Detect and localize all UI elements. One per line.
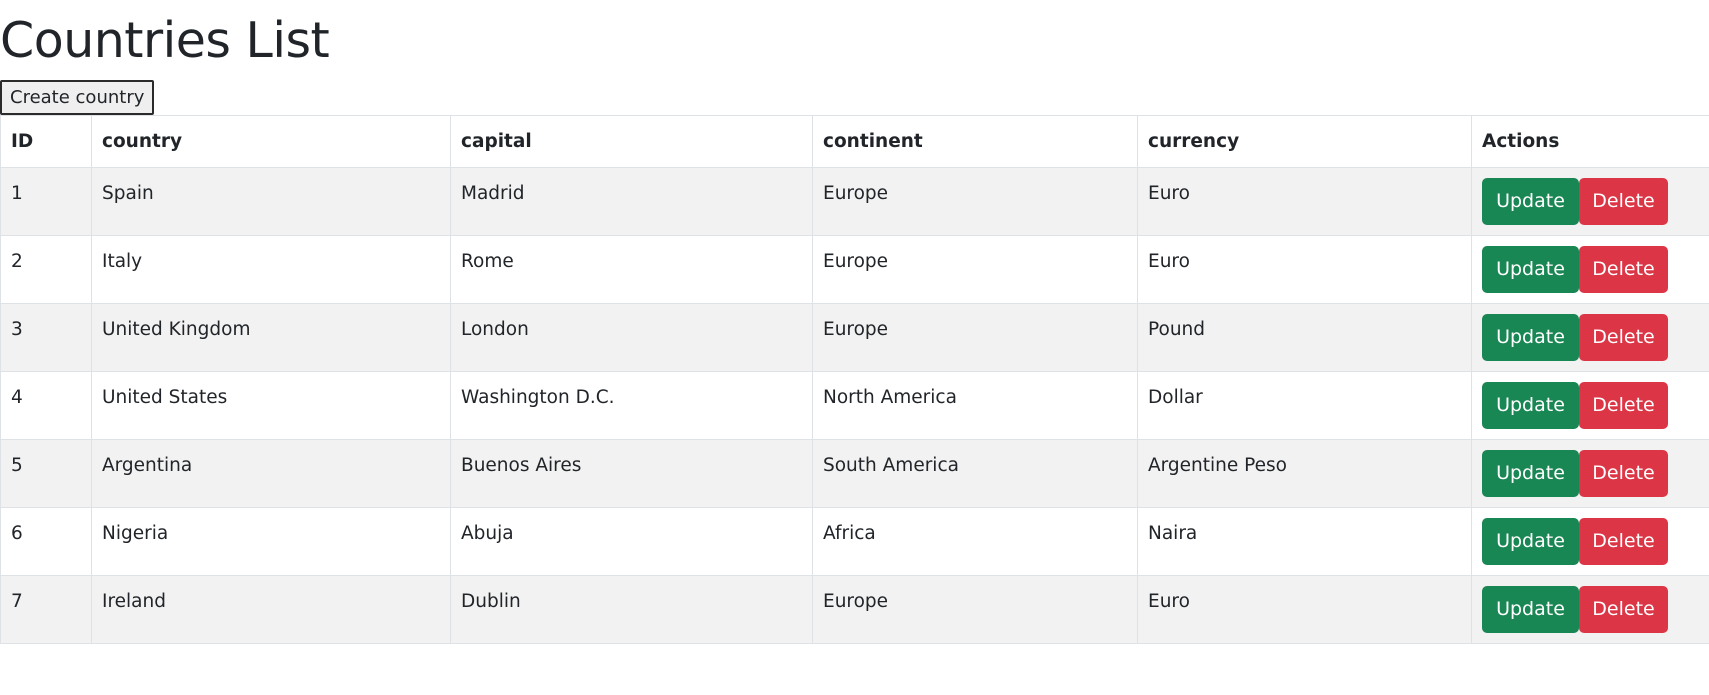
table-row: 7 Ireland Dublin Europe Euro Update Delet… (0, 575, 1709, 644)
cell-country: United States (91, 371, 451, 440)
cell-currency: Euro (1137, 167, 1472, 236)
cell-continent: Europe (812, 303, 1138, 372)
cell-capital: Madrid (450, 167, 813, 236)
update-button[interactable]: Update (1482, 246, 1579, 293)
update-button[interactable]: Update (1482, 518, 1579, 565)
cell-country: Argentina (91, 439, 451, 508)
update-button[interactable]: Update (1482, 450, 1579, 497)
cell-country: Italy (91, 235, 451, 304)
cell-country: Nigeria (91, 507, 451, 576)
cell-currency: Euro (1137, 235, 1472, 304)
table-row: 5 Argentina Buenos Aires South America A… (0, 439, 1709, 508)
cell-continent: South America (812, 439, 1138, 508)
cell-actions: Update Delete (1471, 303, 1709, 372)
table-body: 1 Spain Madrid Europe Euro Update Delete … (0, 167, 1709, 644)
cell-continent: Europe (812, 235, 1138, 304)
cell-capital: Washington D.C. (450, 371, 813, 440)
countries-table: ID country capital continent currency Ac… (0, 115, 1709, 644)
delete-button[interactable]: Delete (1579, 314, 1668, 361)
header-actions: Actions (1471, 115, 1709, 168)
cell-capital: Abuja (450, 507, 813, 576)
table-row: 3 United Kingdom London Europe Pound Upd… (0, 303, 1709, 372)
cell-currency: Argentine Peso (1137, 439, 1472, 508)
header-capital: capital (450, 115, 813, 168)
page-title: Countries List (0, 12, 330, 69)
table-header-row: ID country capital continent currency Ac… (0, 115, 1709, 168)
delete-button[interactable]: Delete (1579, 586, 1668, 633)
table-row: 4 United States Washington D.C. North Am… (0, 371, 1709, 440)
cell-id: 4 (0, 371, 92, 440)
table-header: ID country capital continent currency Ac… (0, 115, 1709, 168)
update-button[interactable]: Update (1482, 586, 1579, 633)
cell-currency: Dollar (1137, 371, 1472, 440)
update-button[interactable]: Update (1482, 382, 1579, 429)
delete-button[interactable]: Delete (1579, 178, 1668, 225)
cell-id: 2 (0, 235, 92, 304)
header-currency: currency (1137, 115, 1472, 168)
cell-id: 7 (0, 575, 92, 644)
update-button[interactable]: Update (1482, 314, 1579, 361)
cell-id: 3 (0, 303, 92, 372)
cell-actions: Update Delete (1471, 371, 1709, 440)
cell-id: 5 (0, 439, 92, 508)
update-button[interactable]: Update (1482, 178, 1579, 225)
cell-actions: Update Delete (1471, 235, 1709, 304)
header-country: country (91, 115, 451, 168)
cell-actions: Update Delete (1471, 507, 1709, 576)
cell-continent: North America (812, 371, 1138, 440)
cell-continent: Europe (812, 575, 1138, 644)
cell-capital: London (450, 303, 813, 372)
cell-continent: Africa (812, 507, 1138, 576)
cell-actions: Update Delete (1471, 439, 1709, 508)
cell-capital: Rome (450, 235, 813, 304)
cell-currency: Naira (1137, 507, 1472, 576)
delete-button[interactable]: Delete (1579, 382, 1668, 429)
create-country-button[interactable]: Create country (0, 80, 155, 115)
cell-country: Ireland (91, 575, 451, 644)
cell-capital: Dublin (450, 575, 813, 644)
table-row: 6 Nigeria Abuja Africa Naira Update Delet… (0, 507, 1709, 576)
cell-country: Spain (91, 167, 451, 236)
delete-button[interactable]: Delete (1579, 450, 1668, 497)
cell-actions: Update Delete (1471, 167, 1709, 236)
header-id: ID (0, 115, 92, 168)
delete-button[interactable]: Delete (1579, 246, 1668, 293)
cell-country: United Kingdom (91, 303, 451, 372)
cell-actions: Update Delete (1471, 575, 1709, 644)
cell-id: 6 (0, 507, 92, 576)
cell-continent: Europe (812, 167, 1138, 236)
cell-currency: Euro (1137, 575, 1472, 644)
cell-capital: Buenos Aires (450, 439, 813, 508)
cell-currency: Pound (1137, 303, 1472, 372)
table-row: 2 Italy Rome Europe Euro Update Delete (0, 235, 1709, 304)
delete-button[interactable]: Delete (1579, 518, 1668, 565)
table-row: 1 Spain Madrid Europe Euro Update Delete (0, 167, 1709, 236)
header-continent: continent (812, 115, 1138, 168)
cell-id: 1 (0, 167, 92, 236)
